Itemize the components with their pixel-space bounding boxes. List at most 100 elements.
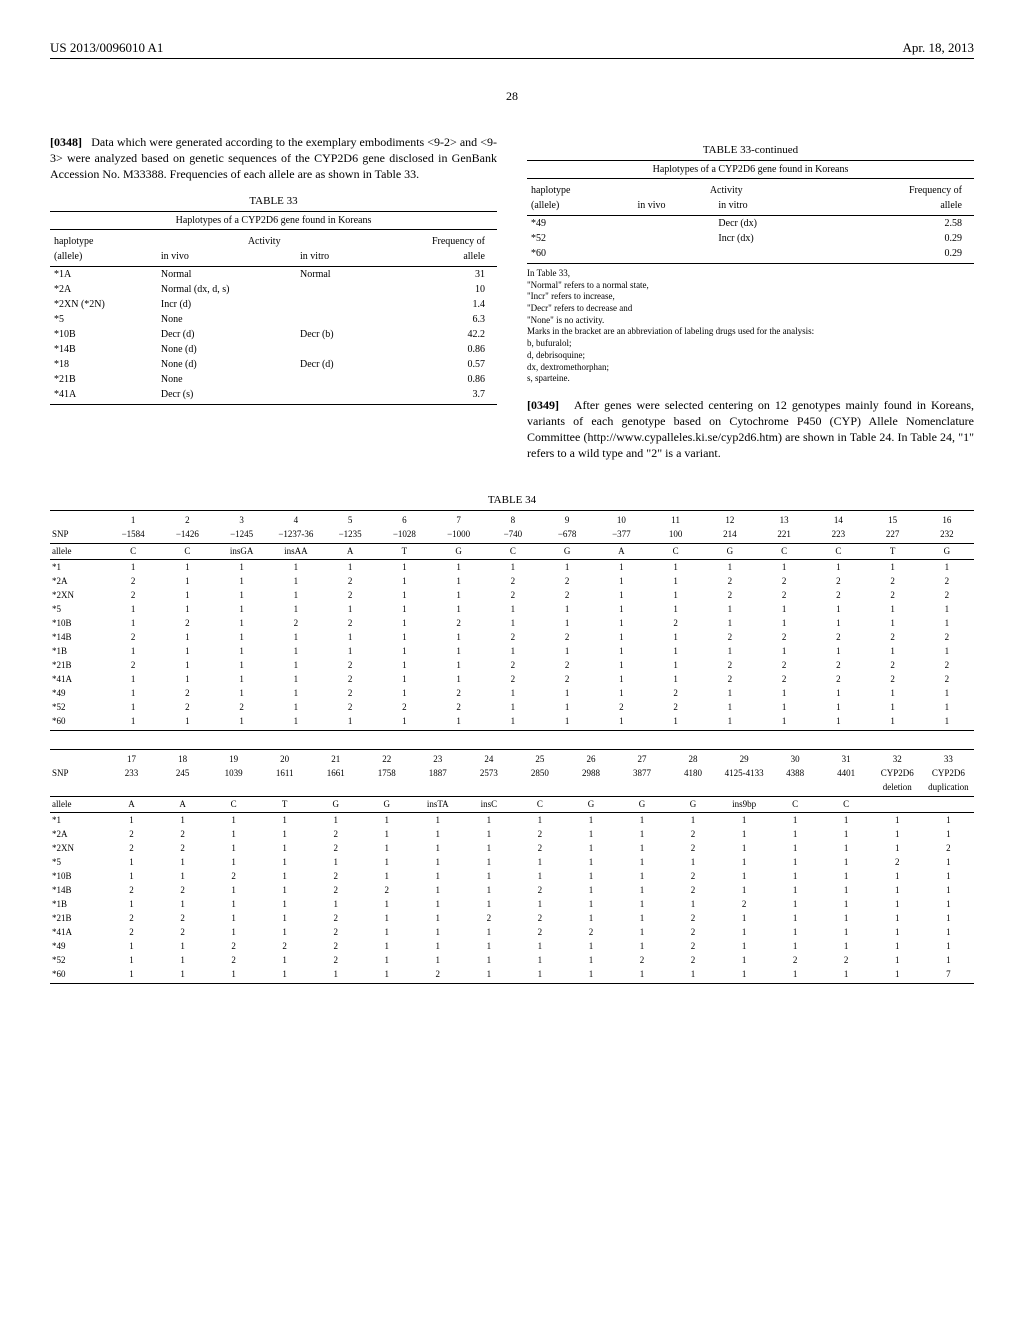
table-cell: 2 — [310, 841, 361, 855]
th-snp-pos: 4401 — [821, 766, 872, 780]
row-label: *1 — [50, 559, 106, 574]
table-cell: 1 — [821, 841, 872, 855]
table-cell: 1 — [463, 869, 514, 883]
table-cell: 1 — [649, 574, 703, 588]
table-cell: 0.86 — [372, 372, 497, 387]
table-cell: 1 — [514, 855, 565, 869]
table-cell: 2 — [703, 658, 757, 672]
table-cell: 1 — [811, 686, 865, 700]
table-cell: 1 — [377, 588, 431, 602]
table-cell: 1 — [703, 700, 757, 714]
table-cell: 1 — [463, 953, 514, 967]
table-cell: 2 — [668, 953, 719, 967]
table-cell: 1 — [594, 588, 648, 602]
th-snp-pos2 — [668, 780, 719, 797]
table-cell: 0.29 — [819, 231, 974, 246]
table-cell: 2 — [514, 911, 565, 925]
table-cell: 1 — [106, 939, 157, 953]
th-invivo: in vivo — [633, 198, 714, 216]
para-num: [0349] — [527, 398, 559, 412]
th-snp-num: 6 — [377, 510, 431, 527]
table-cell: 1 — [866, 700, 920, 714]
table-cell: 1 — [269, 714, 323, 731]
table-cell: 1 — [616, 939, 667, 953]
row-label: *2A — [50, 574, 106, 588]
table-cell: 1 — [649, 714, 703, 731]
table-cell — [633, 216, 714, 232]
para-text: After genes were selected centering on 1… — [527, 398, 974, 461]
table-cell: 1 — [269, 700, 323, 714]
th-snp-pos: −678 — [540, 527, 594, 544]
table-cell: 1 — [514, 897, 565, 911]
table-cell: 1 — [208, 967, 259, 984]
table-cell: 2 — [160, 686, 214, 700]
footnote-line: "Decr" refers to decrease and — [527, 303, 974, 315]
table-cell: 2 — [920, 630, 974, 644]
table-cell: 1 — [215, 672, 269, 686]
table-34-section2: 1718192021222324252627282930313233SNP233… — [50, 749, 974, 984]
table-cell: 1 — [616, 812, 667, 827]
table-cell: 0.86 — [372, 342, 497, 357]
th-snp-pos: 214 — [703, 527, 757, 544]
th-snp-num: 7 — [432, 510, 486, 527]
row-label: *10B — [50, 616, 106, 630]
table-cell: 2 — [323, 588, 377, 602]
th-snp-pos: −1237-36 — [269, 527, 323, 544]
th-snp-pos2 — [412, 780, 463, 797]
th-snp-pos: 2850 — [514, 766, 565, 780]
th-snp-num: 33 — [923, 749, 974, 766]
table-cell: 2 — [668, 841, 719, 855]
table-cell: 1 — [106, 953, 157, 967]
table-cell: None (d) — [157, 342, 296, 357]
table-cell: T — [866, 543, 920, 559]
table-cell: 1 — [872, 897, 923, 911]
table-cell: 1 — [361, 812, 412, 827]
th-snp-pos: −1426 — [160, 527, 214, 544]
table-cell: 1 — [757, 602, 811, 616]
th-snp-pos: 1039 — [208, 766, 259, 780]
table-cell: 1 — [377, 602, 431, 616]
table-cell: 1 — [432, 588, 486, 602]
table-cell: 2 — [323, 672, 377, 686]
table-cell: 1 — [208, 827, 259, 841]
row-label: *10B — [50, 869, 106, 883]
table-cell: G — [565, 796, 616, 812]
table-row: *111111111111111111 — [50, 812, 974, 827]
table-cell: G — [540, 543, 594, 559]
row-label: *60 — [50, 714, 106, 731]
th-snp-pos2 — [770, 780, 821, 797]
table-cell: 1 — [920, 686, 974, 700]
th-haplotype: haplotype — [527, 183, 633, 198]
table-cell — [296, 282, 372, 297]
table-cell: 10 — [372, 282, 497, 297]
th-snp-pos: 233 — [106, 766, 157, 780]
table-cell: Normal — [296, 266, 372, 282]
table-cell: 1 — [770, 869, 821, 883]
table-cell: 1 — [649, 672, 703, 686]
table-row: *41A1111211221122222 — [50, 672, 974, 686]
table-cell: 2 — [486, 588, 540, 602]
table-row: *491211212111211111 — [50, 686, 974, 700]
table-cell: 1 — [811, 714, 865, 731]
table-cell: 1 — [594, 714, 648, 731]
table-cell: 1 — [616, 827, 667, 841]
table-cell: 1 — [259, 967, 310, 984]
table-cell: 1 — [594, 574, 648, 588]
table-cell: 1 — [616, 897, 667, 911]
table-cell: 1 — [703, 714, 757, 731]
table-cell: 1 — [157, 897, 208, 911]
footnote-line: "Normal" refers to a normal state, — [527, 280, 974, 292]
table-cell: Decr (s) — [157, 387, 296, 405]
table-cell: 1 — [377, 574, 431, 588]
table-cell: 1 — [259, 925, 310, 939]
table-cell: 1 — [920, 559, 974, 574]
table33-caption: Haplotypes of a CYP2D6 gene found in Kor… — [50, 211, 497, 230]
table-cell: 1 — [259, 897, 310, 911]
table-cell: 1 — [757, 686, 811, 700]
row-label: *5 — [50, 855, 106, 869]
table-cell: 1 — [269, 658, 323, 672]
table34-wrapper: TABLE 34 12345678910111213141516SNP−1584… — [50, 494, 974, 984]
table-cell: 2 — [412, 967, 463, 984]
table-cell: 1 — [269, 672, 323, 686]
table-cell: 1 — [811, 602, 865, 616]
